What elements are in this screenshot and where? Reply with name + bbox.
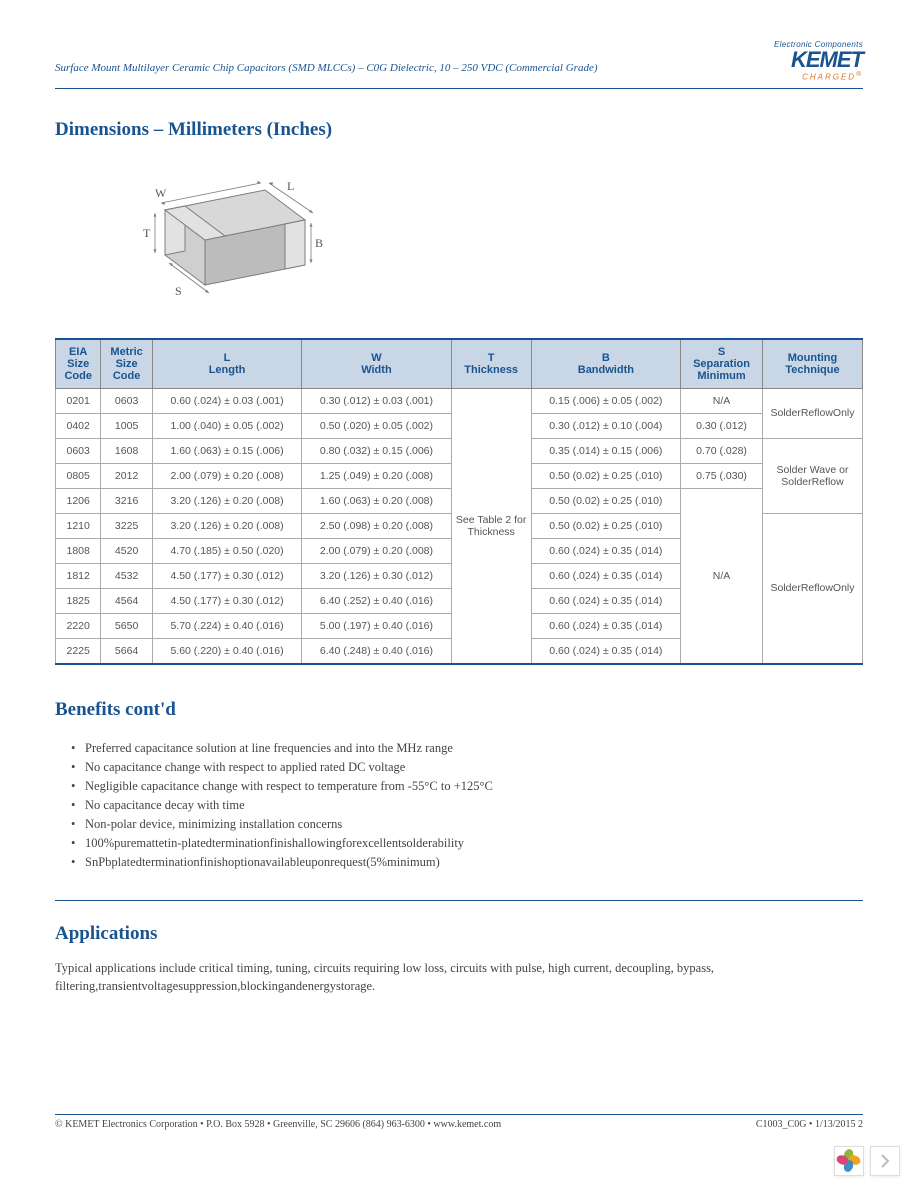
- chevron-right-icon: [880, 1154, 890, 1168]
- benefit-item: No capacitance change with respect to ap…: [71, 758, 863, 777]
- svg-text:L: L: [287, 179, 294, 193]
- dimensions-table: EIASizeCodeMetricSizeCodeLLengthWWidthTT…: [55, 338, 863, 665]
- section-divider: [55, 900, 863, 901]
- benefit-item: Preferred capacitance solution at line f…: [71, 739, 863, 758]
- col-S: SSeparationMinimum: [681, 339, 763, 389]
- benefit-item: SnPbplatedterminationfinishoptionavailab…: [71, 853, 863, 872]
- col-L: LLength: [152, 339, 301, 389]
- benefit-item: Non-polar device, minimizing installatio…: [71, 815, 863, 834]
- page-nav-widget: [834, 1146, 900, 1176]
- svg-text:T: T: [143, 226, 151, 240]
- page-header: Surface Mount Multilayer Ceramic Chip Ca…: [55, 40, 863, 89]
- svg-text:S: S: [175, 284, 182, 298]
- capacitor-diagram: W L T B S: [115, 155, 863, 320]
- benefits-heading: Benefits cont'd: [55, 699, 863, 721]
- footer-left: © KEMET Electronics Corporation • P.O. B…: [55, 1119, 501, 1130]
- svg-text:W: W: [155, 186, 167, 200]
- page-footer: © KEMET Electronics Corporation • P.O. B…: [55, 1114, 863, 1130]
- nav-logo-button[interactable]: [834, 1146, 864, 1176]
- footer-right: C1003_C0G • 1/13/2015 2: [756, 1119, 863, 1130]
- document-title: Surface Mount Multilayer Ceramic Chip Ca…: [55, 40, 598, 74]
- benefits-list: Preferred capacitance solution at line f…: [71, 739, 863, 872]
- col-mount: MountingTechnique: [763, 339, 863, 389]
- logo-tagline-bottom: CHARGED®: [774, 71, 863, 82]
- benefit-item: No capacitance decay with time: [71, 796, 863, 815]
- dimensions-heading: Dimensions – Millimeters (Inches): [55, 119, 863, 141]
- svg-text:B: B: [315, 236, 323, 250]
- flower-icon: [838, 1150, 860, 1172]
- col-W: WWidth: [302, 339, 451, 389]
- applications-heading: Applications: [55, 923, 863, 945]
- col-metric: MetricSizeCode: [101, 339, 152, 389]
- col-eia: EIASizeCode: [56, 339, 101, 389]
- nav-next-button[interactable]: [870, 1146, 900, 1176]
- col-T: TThickness: [451, 339, 531, 389]
- benefit-item: Negligible capacitance change with respe…: [71, 777, 863, 796]
- applications-text: Typical applications include critical ti…: [55, 959, 863, 997]
- col-B: BBandwidth: [531, 339, 680, 389]
- kemet-logo: Electronic Components KEMET CHARGED®: [774, 40, 863, 82]
- benefit-item: 100%puremattetin-platedterminationfinish…: [71, 834, 863, 853]
- logo-name: KEMET: [774, 49, 863, 71]
- table-row: 020106030.60 (.024) ± 0.03 (.001)0.30 (.…: [56, 388, 863, 413]
